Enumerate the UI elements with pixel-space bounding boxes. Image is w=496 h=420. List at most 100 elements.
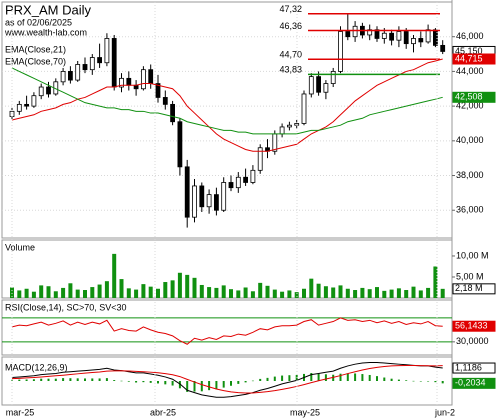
macd-line [11, 364, 443, 394]
candle-body [206, 194, 212, 208]
candle-body [330, 71, 336, 84]
volume-bar [316, 283, 321, 298]
candle-body [257, 147, 263, 171]
histogram-bar [47, 378, 50, 381]
volume-bar [163, 282, 168, 298]
candle-body [31, 95, 37, 107]
histogram-bar [40, 378, 43, 381]
candle-body [140, 69, 146, 90]
histogram-bar [259, 378, 262, 381]
volume-bar [112, 253, 117, 298]
candle-body [228, 182, 234, 189]
ema-line [11, 58, 443, 152]
volume-bar [287, 290, 292, 298]
histogram-bar [419, 381, 422, 382]
y-tick-label: 38,000 [456, 170, 484, 180]
histogram-bar [149, 381, 152, 383]
volume-bar [75, 289, 80, 298]
volume-bar [221, 285, 226, 298]
volume-bar [214, 287, 219, 298]
volume-bar [396, 288, 401, 298]
histogram-bar [368, 374, 371, 381]
volume-bar [236, 290, 241, 298]
value-badge-label: -0,2034 [455, 378, 486, 388]
histogram-bar [32, 379, 35, 381]
histogram-bar [288, 375, 291, 381]
candle-body [272, 133, 278, 152]
volume-bar [440, 288, 445, 298]
histogram-bar [127, 381, 130, 382]
candle-body [243, 176, 249, 183]
rsi-line [11, 317, 443, 345]
candle-body [97, 57, 102, 64]
value-badge [452, 53, 496, 65]
candle-body [286, 124, 292, 128]
level-label: 44,70 [279, 50, 302, 60]
candle-body [213, 194, 219, 211]
level-label: 47,32 [279, 4, 302, 14]
histogram-bar [251, 380, 254, 382]
volume-bar [345, 288, 350, 298]
volume-bar [382, 290, 387, 298]
histogram-bar [200, 381, 203, 392]
candle-body [16, 103, 22, 112]
candle-body [162, 97, 168, 105]
histogram-bar [324, 374, 327, 381]
volume-bar [338, 285, 343, 298]
histogram-bar [383, 377, 386, 381]
histogram-bar [412, 380, 415, 382]
histogram-bar [427, 381, 430, 382]
histogram-bar [91, 378, 94, 381]
candle-body [279, 126, 285, 135]
candle-body [104, 38, 110, 64]
candle-body [250, 169, 256, 183]
volume-bar [97, 284, 102, 298]
histogram-bar [215, 381, 218, 390]
volume-bar [39, 285, 44, 298]
candle-body [170, 103, 176, 123]
histogram-bar [339, 373, 342, 381]
x-tick-label: abr-25 [150, 407, 176, 417]
volume-bar [104, 281, 109, 298]
macd-line [11, 361, 443, 398]
level-label: 46,36 [279, 21, 302, 31]
candle-body [235, 176, 241, 189]
volume-bar [433, 266, 438, 298]
candle-body [46, 86, 51, 95]
histogram-bar [142, 381, 145, 383]
candle-body [82, 64, 88, 71]
volume-bar [353, 290, 358, 298]
histogram-bar [157, 381, 159, 384]
volume-bar [426, 287, 431, 298]
candle-body [440, 44, 446, 52]
histogram-bar [98, 378, 101, 381]
y-tick-label: 5,00 M [456, 271, 484, 281]
volume-bar [31, 291, 36, 298]
histogram-bar [18, 379, 21, 381]
panel-title: Volume [5, 242, 35, 252]
histogram-bar [376, 376, 378, 381]
histogram-bar [390, 378, 393, 381]
candle-body [316, 76, 322, 93]
histogram-bar [310, 373, 313, 381]
volume-bar [141, 284, 146, 298]
value-badge [452, 283, 496, 295]
legend-entry: EMA(Close,70) [5, 56, 66, 66]
histogram-bar [105, 378, 108, 381]
candle-body [403, 31, 409, 45]
value-badge [452, 377, 496, 389]
y-tick-label: 44,000 [456, 66, 484, 76]
volume-bar [375, 287, 379, 298]
histogram-bar [193, 381, 196, 392]
value-badge-label: 1,1186 [455, 362, 482, 372]
volume-bar [61, 287, 66, 298]
value-badge-label: 56,1433 [455, 321, 488, 331]
histogram-bar [434, 381, 437, 383]
histogram-bar [244, 381, 247, 383]
volume-bar [192, 277, 197, 298]
volume-bar [83, 290, 87, 298]
value-badge [452, 320, 496, 332]
y-tick-label: 40,000 [456, 135, 484, 145]
candle-body [192, 185, 197, 218]
volume-bar [250, 291, 255, 298]
